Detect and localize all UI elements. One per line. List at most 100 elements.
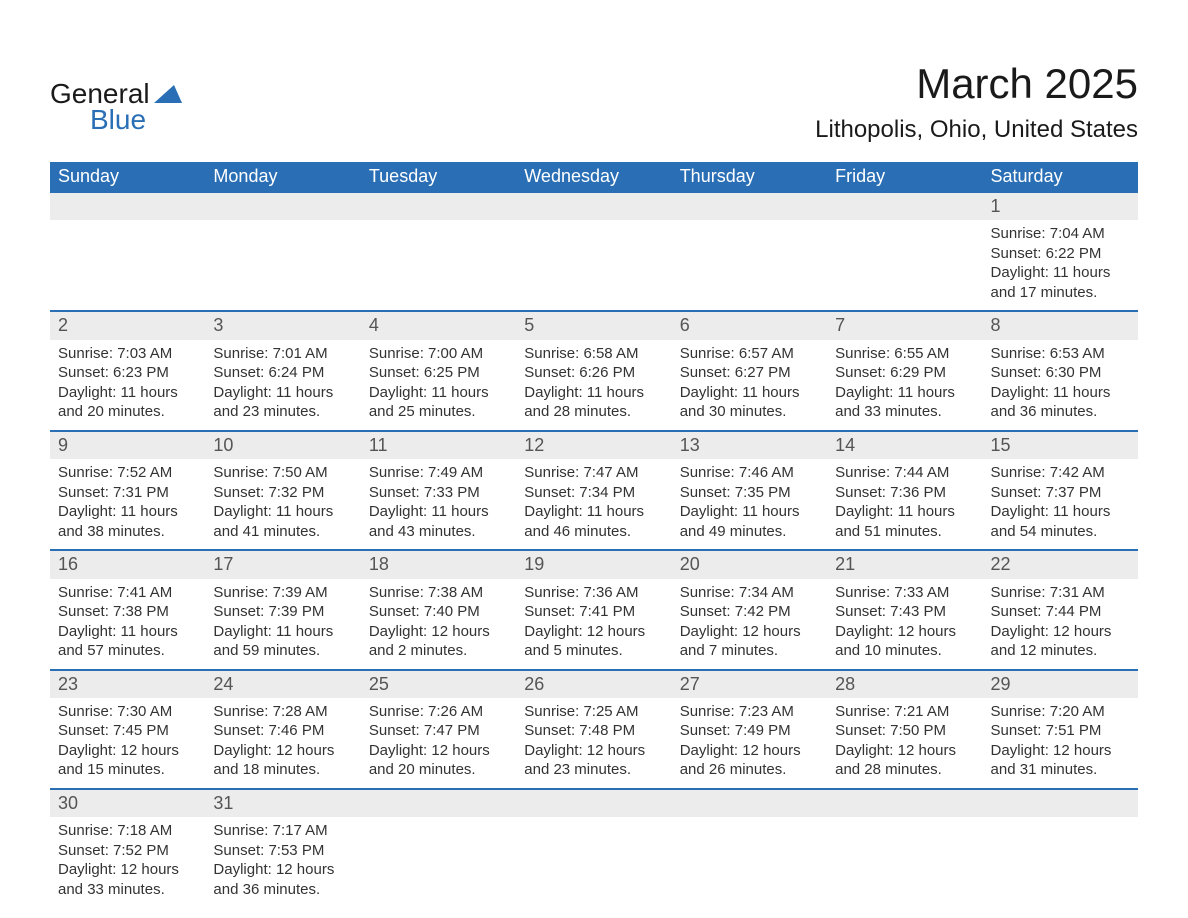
daylight-line: Daylight: 11 hours and 17 minutes. xyxy=(991,263,1130,302)
day-number: 24 xyxy=(205,670,360,698)
logo-triangle-icon xyxy=(154,78,182,110)
sunset-line: Sunset: 7:42 PM xyxy=(680,602,819,622)
day-detail-cell: Sunrise: 6:55 AMSunset: 6:29 PMDaylight:… xyxy=(827,340,982,431)
day-number: 10 xyxy=(205,431,360,459)
sunset-line: Sunset: 6:23 PM xyxy=(58,363,197,383)
day-number: 22 xyxy=(983,550,1138,578)
sunrise-line: Sunrise: 7:42 AM xyxy=(991,463,1130,483)
logo-text-line2: Blue xyxy=(90,104,146,136)
sunrise-line: Sunrise: 7:20 AM xyxy=(991,702,1130,722)
day-detail-cell: Sunrise: 6:57 AMSunset: 6:27 PMDaylight:… xyxy=(672,340,827,431)
day-detail-cell: Sunrise: 7:50 AMSunset: 7:32 PMDaylight:… xyxy=(205,459,360,550)
calendar-empty-cell xyxy=(827,817,982,907)
day-detail-cell: Sunrise: 7:23 AMSunset: 7:49 PMDaylight:… xyxy=(672,698,827,789)
sunrise-line: Sunrise: 7:04 AM xyxy=(991,224,1130,244)
daylight-line: Daylight: 11 hours and 43 minutes. xyxy=(369,502,508,541)
calendar-table: SundayMondayTuesdayWednesdayThursdayFrid… xyxy=(50,162,1138,907)
sunset-line: Sunset: 7:46 PM xyxy=(213,721,352,741)
daylight-line: Daylight: 11 hours and 51 minutes. xyxy=(835,502,974,541)
day-detail-cell: Sunrise: 7:44 AMSunset: 7:36 PMDaylight:… xyxy=(827,459,982,550)
daylight-line: Daylight: 12 hours and 10 minutes. xyxy=(835,622,974,661)
sunrise-line: Sunrise: 7:50 AM xyxy=(213,463,352,483)
day-detail-cell: Sunrise: 7:39 AMSunset: 7:39 PMDaylight:… xyxy=(205,579,360,670)
daylight-line: Daylight: 12 hours and 20 minutes. xyxy=(369,741,508,780)
sunrise-line: Sunrise: 7:28 AM xyxy=(213,702,352,722)
daylight-line: Daylight: 11 hours and 49 minutes. xyxy=(680,502,819,541)
sunrise-line: Sunrise: 7:26 AM xyxy=(369,702,508,722)
day-number: 2 xyxy=(50,311,205,339)
daylight-line: Daylight: 11 hours and 20 minutes. xyxy=(58,383,197,422)
sunrise-line: Sunrise: 7:36 AM xyxy=(524,583,663,603)
sunset-line: Sunset: 7:31 PM xyxy=(58,483,197,503)
sunrise-line: Sunrise: 7:03 AM xyxy=(58,344,197,364)
day-number: 9 xyxy=(50,431,205,459)
day-number: 15 xyxy=(983,431,1138,459)
calendar-empty-cell xyxy=(361,192,516,220)
sunset-line: Sunset: 7:34 PM xyxy=(524,483,663,503)
day-detail-cell: Sunrise: 7:18 AMSunset: 7:52 PMDaylight:… xyxy=(50,817,205,907)
weekday-header: Tuesday xyxy=(361,162,516,192)
day-number: 12 xyxy=(516,431,671,459)
day-detail-cell: Sunrise: 7:25 AMSunset: 7:48 PMDaylight:… xyxy=(516,698,671,789)
sunset-line: Sunset: 6:29 PM xyxy=(835,363,974,383)
sunrise-line: Sunrise: 7:23 AM xyxy=(680,702,819,722)
day-detail-cell: Sunrise: 7:46 AMSunset: 7:35 PMDaylight:… xyxy=(672,459,827,550)
sunset-line: Sunset: 7:40 PM xyxy=(369,602,508,622)
weekday-header: Saturday xyxy=(983,162,1138,192)
day-detail-cell: Sunrise: 7:04 AMSunset: 6:22 PMDaylight:… xyxy=(983,220,1138,311)
day-number: 16 xyxy=(50,550,205,578)
sunset-line: Sunset: 7:43 PM xyxy=(835,602,974,622)
calendar-empty-cell xyxy=(516,220,671,311)
sunset-line: Sunset: 7:37 PM xyxy=(991,483,1130,503)
day-number: 21 xyxy=(827,550,982,578)
day-number: 19 xyxy=(516,550,671,578)
weekday-header: Thursday xyxy=(672,162,827,192)
day-number: 31 xyxy=(205,789,360,817)
sunrise-line: Sunrise: 7:39 AM xyxy=(213,583,352,603)
sunrise-line: Sunrise: 7:47 AM xyxy=(524,463,663,483)
day-number: 20 xyxy=(672,550,827,578)
day-detail-cell: Sunrise: 7:26 AMSunset: 7:47 PMDaylight:… xyxy=(361,698,516,789)
daylight-line: Daylight: 11 hours and 38 minutes. xyxy=(58,502,197,541)
sunset-line: Sunset: 7:41 PM xyxy=(524,602,663,622)
sunset-line: Sunset: 7:38 PM xyxy=(58,602,197,622)
weekday-header: Friday xyxy=(827,162,982,192)
day-detail-cell: Sunrise: 7:30 AMSunset: 7:45 PMDaylight:… xyxy=(50,698,205,789)
calendar-empty-cell xyxy=(827,789,982,817)
day-detail-cell: Sunrise: 7:03 AMSunset: 6:23 PMDaylight:… xyxy=(50,340,205,431)
sunrise-line: Sunrise: 7:31 AM xyxy=(991,583,1130,603)
sunrise-line: Sunrise: 7:30 AM xyxy=(58,702,197,722)
sunrise-line: Sunrise: 7:17 AM xyxy=(213,821,352,841)
daylight-line: Daylight: 12 hours and 7 minutes. xyxy=(680,622,819,661)
day-number: 8 xyxy=(983,311,1138,339)
sunrise-line: Sunrise: 7:44 AM xyxy=(835,463,974,483)
daylight-line: Daylight: 12 hours and 33 minutes. xyxy=(58,860,197,899)
daylight-line: Daylight: 12 hours and 15 minutes. xyxy=(58,741,197,780)
daylight-line: Daylight: 11 hours and 46 minutes. xyxy=(524,502,663,541)
day-detail-cell: Sunrise: 7:33 AMSunset: 7:43 PMDaylight:… xyxy=(827,579,982,670)
day-detail-cell: Sunrise: 7:20 AMSunset: 7:51 PMDaylight:… xyxy=(983,698,1138,789)
weekday-header: Monday xyxy=(205,162,360,192)
day-detail-cell: Sunrise: 7:47 AMSunset: 7:34 PMDaylight:… xyxy=(516,459,671,550)
sunrise-line: Sunrise: 7:34 AM xyxy=(680,583,819,603)
sunset-line: Sunset: 6:27 PM xyxy=(680,363,819,383)
calendar-empty-cell xyxy=(50,192,205,220)
calendar-empty-cell xyxy=(983,789,1138,817)
daylight-line: Daylight: 12 hours and 26 minutes. xyxy=(680,741,819,780)
page-header: General Blue March 2025 Lithopolis, Ohio… xyxy=(50,60,1138,144)
sunrise-line: Sunrise: 6:58 AM xyxy=(524,344,663,364)
calendar-empty-cell xyxy=(516,192,671,220)
day-number: 3 xyxy=(205,311,360,339)
day-number: 27 xyxy=(672,670,827,698)
day-detail-cell: Sunrise: 6:53 AMSunset: 6:30 PMDaylight:… xyxy=(983,340,1138,431)
daylight-line: Daylight: 11 hours and 33 minutes. xyxy=(835,383,974,422)
daylight-line: Daylight: 12 hours and 31 minutes. xyxy=(991,741,1130,780)
day-detail-cell: Sunrise: 7:42 AMSunset: 7:37 PMDaylight:… xyxy=(983,459,1138,550)
sunrise-line: Sunrise: 7:18 AM xyxy=(58,821,197,841)
calendar-empty-cell xyxy=(672,220,827,311)
sunrise-line: Sunrise: 7:21 AM xyxy=(835,702,974,722)
daylight-line: Daylight: 12 hours and 5 minutes. xyxy=(524,622,663,661)
month-title: March 2025 xyxy=(815,60,1138,108)
calendar-empty-cell xyxy=(361,817,516,907)
daylight-line: Daylight: 11 hours and 57 minutes. xyxy=(58,622,197,661)
